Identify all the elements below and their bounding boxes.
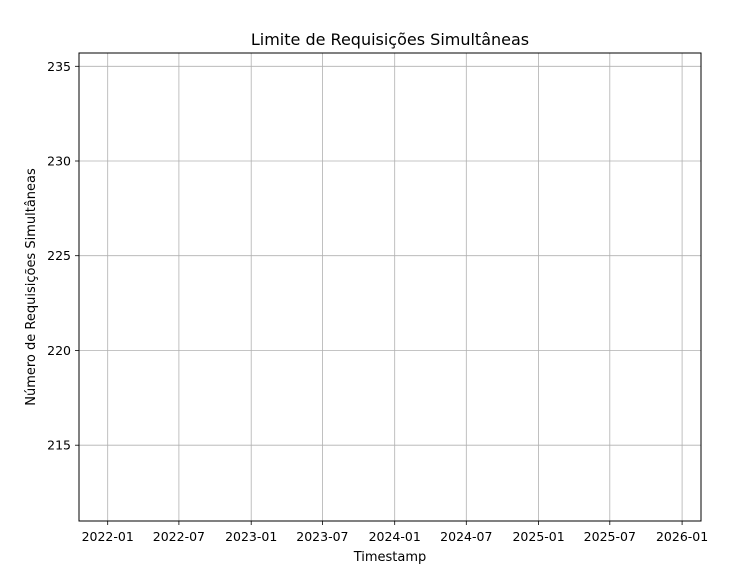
plot-frame <box>78 52 702 522</box>
x-axis: 2022-01 2022-07 2023-01 2023-07 2024-01 2024-… <box>82 521 708 544</box>
y-tick-label: 230 <box>47 154 71 169</box>
x-tick-label: 2023-07 <box>296 529 348 544</box>
x-tick-label: 2025-01 <box>512 529 564 544</box>
y-axis: 215 220 225 230 235 <box>47 59 79 453</box>
x-axis-label: Timestamp <box>353 550 427 565</box>
y-tick-label: 225 <box>47 248 71 263</box>
chart-title: Limite de Requisições Simultâneas <box>251 30 529 49</box>
x-tick-label: 2022-07 <box>153 529 205 544</box>
y-tick-label: 235 <box>47 59 71 74</box>
x-tick-label: 2025-07 <box>584 529 636 544</box>
y-tick-label: 215 <box>47 438 71 453</box>
y-tick-label: 220 <box>47 343 71 358</box>
x-tick-label: 2026-01 <box>656 529 708 544</box>
x-tick-label: 2023-01 <box>225 529 277 544</box>
grid <box>79 53 701 521</box>
x-tick-label: 2022-01 <box>82 529 134 544</box>
x-tick-label: 2024-07 <box>440 529 492 544</box>
y-axis-label: Número de Requisições Simultâneas <box>24 168 39 406</box>
x-tick-label: 2024-01 <box>369 529 421 544</box>
